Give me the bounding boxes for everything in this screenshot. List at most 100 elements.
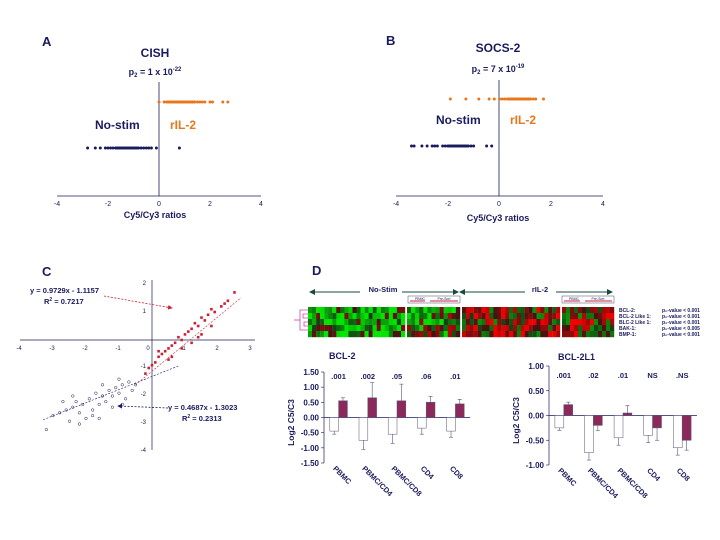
heatmap-cell bbox=[570, 319, 575, 326]
heatmap-cell bbox=[566, 313, 571, 320]
panel-d-gene-list: BCL-2: p₂-value < 0.001 BCL-2 Like 1: p₂… bbox=[619, 308, 700, 338]
panel-c-ytick: 2 bbox=[143, 281, 147, 287]
heatmap-cell bbox=[336, 319, 341, 326]
heatmap-cell bbox=[509, 313, 514, 320]
nostim-point bbox=[137, 146, 141, 150]
bar-ril2 bbox=[338, 400, 348, 418]
heatmap-cell bbox=[570, 313, 575, 320]
bar-chart-title: BCL-2L1 bbox=[558, 352, 595, 362]
red-point bbox=[233, 291, 236, 294]
heatmap-cell bbox=[513, 307, 518, 314]
heatmap-cell bbox=[372, 307, 377, 314]
heatmap-cell bbox=[501, 307, 506, 314]
heatmap-cell bbox=[419, 307, 424, 314]
heatmap-cell bbox=[574, 313, 579, 320]
heatmap-cell bbox=[443, 319, 448, 326]
heatmap-cell bbox=[540, 331, 545, 338]
heatmap-cell bbox=[505, 313, 510, 320]
heatmap-cell bbox=[594, 307, 599, 314]
panel-c-xticks: -4 -3 -2 -1 0 1 2 3 bbox=[16, 346, 252, 352]
heatmap-cell bbox=[451, 319, 457, 326]
ril2-point bbox=[198, 100, 202, 104]
ril2-point bbox=[487, 97, 491, 101]
heatmap-cell bbox=[328, 319, 333, 326]
heatmap-cell bbox=[462, 319, 467, 326]
heatmap-cell bbox=[435, 325, 440, 332]
heatmap-cell bbox=[384, 331, 389, 338]
panel-c-r2-2: R2 = 0.2313 bbox=[182, 414, 222, 423]
heatmap-cell bbox=[388, 307, 393, 314]
heatmap-cell bbox=[524, 319, 529, 326]
heatmap-cell bbox=[465, 313, 470, 320]
panel-b-xlabel: Cy5/Cy3 ratios bbox=[467, 213, 530, 223]
blue-point bbox=[100, 394, 105, 398]
heatmap-cell bbox=[590, 331, 595, 338]
panel-b: B SOCS-2 p2 = 7 x 10-19 No-stim rIL-2 -4… bbox=[386, 33, 605, 223]
panel-a-nostim-label: No-stim bbox=[95, 118, 140, 132]
heatmap-cell bbox=[316, 319, 321, 326]
panel-c-xtick: -4 bbox=[16, 346, 22, 352]
heatmap-cell bbox=[376, 307, 381, 314]
bar-category-label: CD4 bbox=[645, 466, 663, 484]
heatmap-cell bbox=[312, 319, 317, 326]
heatmap-cell bbox=[431, 307, 436, 314]
red-point bbox=[196, 324, 200, 328]
blue-point bbox=[91, 408, 95, 412]
heatmap-cell bbox=[556, 331, 561, 338]
heatmap-cell bbox=[419, 313, 424, 320]
heatmap-cell bbox=[344, 331, 349, 338]
heatmap-cell bbox=[344, 319, 349, 326]
heatmap-cell bbox=[455, 319, 461, 326]
heatmap-cell bbox=[435, 313, 440, 320]
heatmap-cell bbox=[598, 331, 603, 338]
gene-row-name: BCL-2: bbox=[619, 308, 636, 314]
panel-c-ytick: -2 bbox=[141, 392, 147, 398]
heatmap-cell bbox=[352, 319, 357, 326]
red-point bbox=[177, 335, 180, 339]
heatmap-cell bbox=[368, 313, 373, 320]
heatmap-cell bbox=[443, 307, 448, 314]
bar-ytick-label: 0.50 bbox=[303, 398, 319, 407]
heatmap-cell bbox=[407, 307, 412, 314]
panel-c-eq2: y = 0.4687x - 1.3023 bbox=[168, 403, 237, 412]
heatmap-cell bbox=[477, 313, 482, 320]
heatmap-cell bbox=[536, 325, 541, 332]
heatmap-cell bbox=[411, 319, 416, 326]
nostim-point bbox=[430, 144, 434, 148]
heatmap-cell bbox=[380, 331, 385, 338]
heatmap-cell bbox=[419, 325, 424, 332]
heatmap-cell bbox=[528, 313, 533, 320]
heatmap-cell bbox=[348, 307, 353, 314]
heatmap-cell bbox=[469, 331, 474, 338]
nostim-point bbox=[425, 144, 429, 148]
heatmap-cell bbox=[451, 325, 457, 332]
red-point bbox=[206, 313, 210, 317]
heatmap-cell bbox=[427, 313, 432, 320]
heatmap-cell bbox=[548, 313, 553, 320]
bar-nostim bbox=[329, 417, 339, 432]
heatmap-cell bbox=[548, 307, 553, 314]
heatmap-cell bbox=[552, 307, 557, 314]
ril2-point bbox=[162, 100, 166, 104]
bar-pvalue: .002 bbox=[360, 372, 375, 381]
heatmap-cell bbox=[415, 319, 420, 326]
ril2-point bbox=[226, 100, 230, 104]
bar-category-label: CD8 bbox=[448, 464, 465, 481]
heatmap-cell bbox=[570, 331, 575, 338]
bar-ytick-label: -1.50 bbox=[301, 459, 320, 468]
bar-ril2 bbox=[396, 400, 407, 418]
heatmap-cell bbox=[610, 307, 615, 314]
panel-d-dendrogram bbox=[294, 309, 308, 331]
panel-a: A CISH p2 = 1 x 10-22 No-stim rIL-2 -4 -… bbox=[42, 34, 263, 220]
panel-d-presort-label-2: Pre-Sort bbox=[591, 297, 604, 301]
heatmap-cell bbox=[396, 307, 402, 314]
panel-b-tick: -2 bbox=[445, 201, 451, 208]
heatmap-cell bbox=[578, 319, 583, 326]
heatmap-cell bbox=[431, 313, 436, 320]
bar-nostim bbox=[584, 415, 594, 453]
heatmap-cell bbox=[419, 319, 424, 326]
heatmap-cell bbox=[493, 313, 498, 320]
nostim-point bbox=[485, 144, 489, 148]
gene-row-pvalue: p₂-value < 0.001 bbox=[662, 320, 700, 326]
heatmap-cell bbox=[372, 325, 377, 332]
